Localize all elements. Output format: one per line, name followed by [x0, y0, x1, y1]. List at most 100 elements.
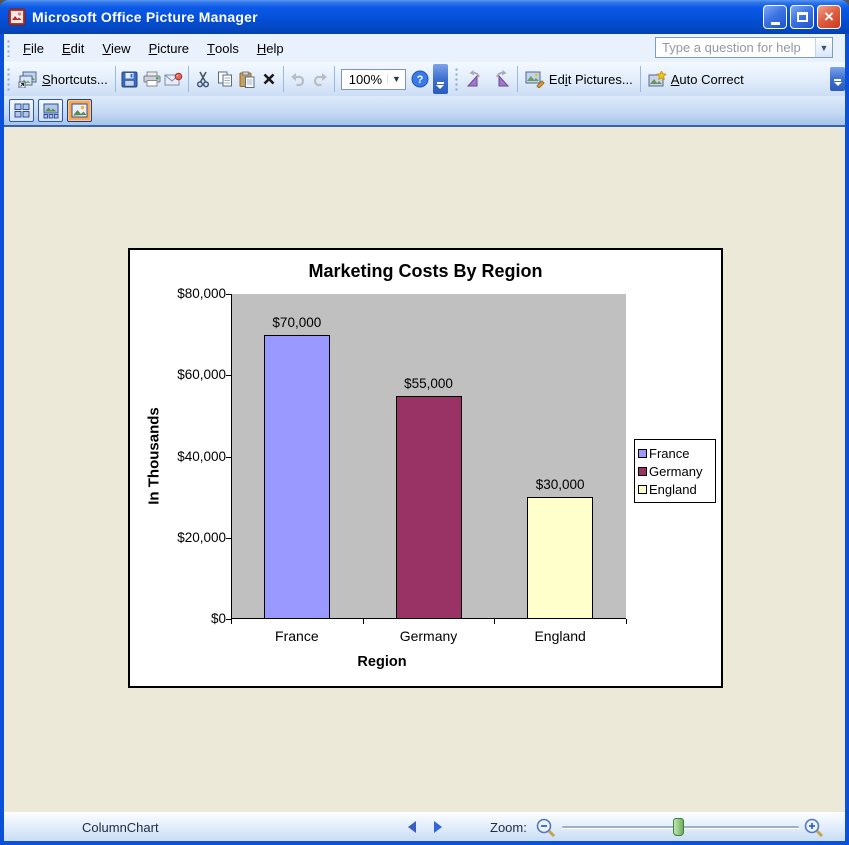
redo-button[interactable]	[309, 65, 331, 93]
edit-pictures-button[interactable]: Edit Pictures...	[521, 65, 637, 93]
y-tick-label: $40,000	[177, 448, 226, 464]
x-category-label: France	[275, 628, 319, 644]
filmstrip-view-icon	[43, 103, 58, 118]
y-tick-label: $0	[210, 611, 226, 626]
auto-correct-label: Auto Correct	[670, 71, 744, 87]
zoom-value: 100%	[348, 71, 382, 87]
toolbar: Shortcuts...	[4, 62, 845, 96]
auto-correct-button[interactable]: Auto Correct	[644, 65, 748, 93]
mail-button[interactable]	[163, 65, 185, 93]
bar-england	[527, 497, 594, 619]
svg-text:?: ?	[417, 74, 424, 86]
zoom-in-icon	[804, 818, 824, 838]
minimize-button[interactable]	[763, 5, 787, 29]
status-bar: ColumnChart Zoom:	[4, 812, 845, 841]
y-tick-mark	[226, 619, 231, 620]
legend-label: England	[649, 481, 697, 497]
paste-button[interactable]	[236, 65, 258, 93]
mail-icon	[164, 72, 183, 85]
bar-france	[263, 335, 330, 619]
maximize-button[interactable]	[790, 5, 814, 29]
y-axis-title: In Thousands	[145, 407, 163, 505]
cut-button[interactable]	[192, 65, 214, 93]
zoom-slider-label: Zoom:	[490, 820, 527, 835]
help-question-box[interactable]: Type a question for help ▼	[655, 37, 833, 58]
zoom-combobox[interactable]: 100% ▼	[340, 68, 406, 90]
undo-button[interactable]	[287, 65, 309, 93]
filmstrip-view-button[interactable]	[38, 99, 63, 122]
thumbnail-view-icon	[14, 103, 29, 118]
x-tick-mark	[494, 619, 496, 624]
rotate-left-button[interactable]	[462, 65, 488, 93]
help-button[interactable]: ?	[409, 65, 431, 93]
chart-image: Marketing Costs By Region $0 $20,000 $40,0…	[128, 248, 723, 688]
help-question-dropdown[interactable]: ▼	[815, 38, 832, 57]
minimize-icon	[770, 21, 780, 25]
zoom-slider-thumb[interactable]	[673, 818, 685, 836]
menubar-drag-handle[interactable]	[6, 39, 11, 57]
save-icon	[121, 71, 138, 87]
undo-icon	[290, 72, 304, 86]
print-icon	[143, 71, 161, 87]
chart-title: Marketing Costs By Region	[308, 261, 543, 281]
print-button[interactable]	[141, 65, 163, 93]
legend-label: France	[649, 445, 690, 461]
auto-correct-icon	[648, 70, 667, 88]
shortcuts-icon	[18, 71, 38, 88]
zoom-out-button[interactable]	[535, 817, 557, 841]
delete-icon	[263, 73, 275, 85]
y-tick-mark	[226, 375, 231, 377]
y-tick-label: $60,000	[177, 367, 226, 383]
toolbar-drag-handle[interactable]	[6, 67, 11, 91]
bar-value-label: $55,000	[404, 376, 453, 391]
bar-value-label: $30,000	[535, 477, 585, 492]
single-picture-view-icon	[71, 103, 88, 118]
picture-toolbar-drag-handle[interactable]	[453, 67, 459, 91]
rotate-right-icon	[496, 70, 510, 87]
y-tick-label: $80,000	[177, 286, 226, 301]
x-axis-title: Region	[357, 654, 407, 670]
x-tick-mark	[626, 619, 627, 624]
toolbar-separator	[282, 66, 284, 92]
copy-button[interactable]	[214, 65, 236, 93]
x-tick-mark	[231, 619, 232, 624]
title-bar[interactable]: Microsoft Office Picture Manager ×	[0, 0, 849, 34]
window-title: Microsoft Office Picture Manager	[32, 9, 258, 25]
app-icon	[8, 8, 26, 26]
current-file-name: ColumnChart	[82, 820, 159, 835]
rotate-right-button[interactable]	[488, 65, 514, 93]
toolbar-separator	[516, 66, 518, 92]
redo-icon	[313, 72, 327, 86]
shortcuts-button[interactable]: Shortcuts...	[14, 65, 112, 93]
close-button[interactable]: ×	[817, 5, 841, 29]
thumbnail-view-button[interactable]	[9, 99, 34, 122]
toolbar-options-button[interactable]	[432, 64, 448, 94]
toolbar-separator	[114, 66, 116, 92]
chart-legend: France Germany England	[634, 439, 716, 503]
single-picture-view-button[interactable]	[67, 99, 92, 122]
edit-pictures-label: Edit Pictures...	[548, 71, 633, 87]
toolbar-separator	[333, 66, 335, 92]
edit-pictures-icon	[525, 71, 545, 88]
zoom-out-icon	[536, 818, 556, 838]
delete-button[interactable]	[258, 65, 280, 93]
picture-toolbar-options-button[interactable]	[830, 67, 845, 91]
zoom-dropdown-icon[interactable]: ▼	[387, 74, 405, 84]
save-button[interactable]	[119, 65, 141, 93]
zoom-slider-track[interactable]	[562, 818, 799, 836]
toolbar-separator	[187, 66, 189, 92]
next-picture-button[interactable]	[434, 821, 442, 833]
legend-label: Germany	[649, 463, 703, 479]
view-bar	[4, 96, 845, 127]
zoom-in-button[interactable]	[803, 817, 825, 841]
legend-swatch	[638, 466, 647, 476]
previous-picture-button[interactable]	[408, 821, 416, 833]
